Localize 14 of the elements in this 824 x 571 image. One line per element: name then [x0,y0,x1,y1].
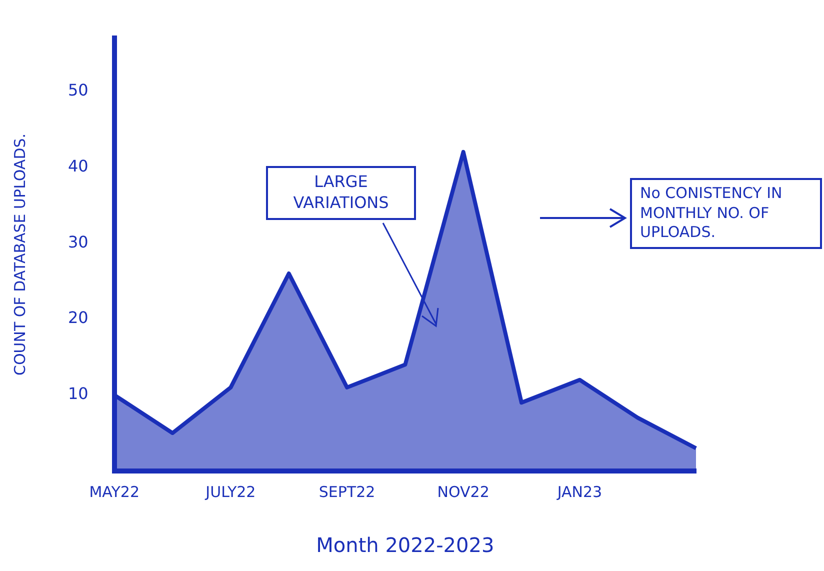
y-tick-label: 30 [68,232,88,252]
x-tick-label: JAN23 [556,482,602,501]
x-tick-label: SEPT22 [318,482,376,501]
x-tick-label: MAY22 [89,482,140,501]
y-tick-label: 50 [68,80,88,100]
annotation: No CONISTENCY IN MONTHLY NO. OF UPLOADS. [630,178,822,248]
y-tick-label: 20 [68,308,88,328]
x-tick-label: NOV22 [437,482,490,501]
x-axis-title: Month 2022-2023 [316,533,494,558]
y-tick-label: 10 [68,384,88,404]
y-tick-label: 40 [68,156,88,176]
annotation: LARGE VARIATIONS [266,166,416,220]
x-tick-label: JULY22 [204,482,256,501]
y-axis-title: COUNT OF DATABASE UPLOADS. [10,133,29,376]
